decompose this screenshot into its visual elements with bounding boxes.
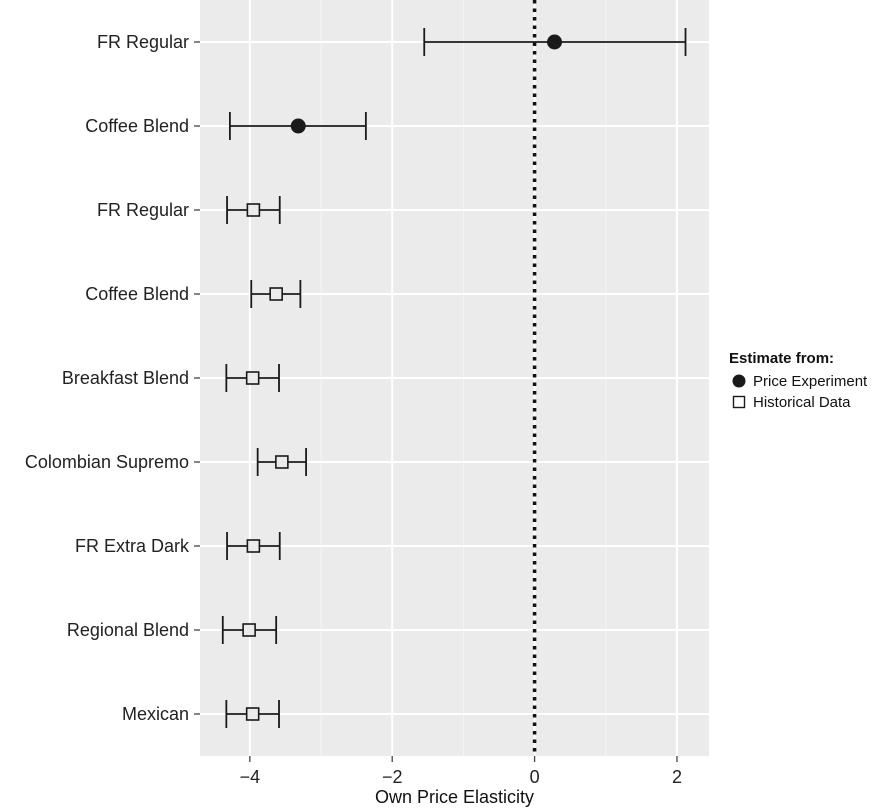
estimate-point-open-square <box>246 539 261 553</box>
estimate-point-open-square <box>245 707 260 721</box>
y-axis: FR Regular Coffee Blend FR Regular Coffee … <box>25 32 200 724</box>
estimate-point-open-square <box>246 203 261 217</box>
legend-key-open-square <box>732 395 746 409</box>
y-tick-label: FR Regular <box>97 32 189 52</box>
point-range <box>256 448 307 476</box>
y-tick-label: Regional Blend <box>67 620 189 640</box>
data-marks <box>221 28 687 728</box>
y-tick-label: Coffee Blend <box>85 284 189 304</box>
point-range <box>423 28 687 56</box>
legend-key-filled-circle <box>732 374 746 388</box>
legend-label: Price Experiment <box>753 373 868 390</box>
x-axis-title: Own Price Elasticity <box>375 787 534 807</box>
y-tick-label: Mexican <box>122 704 189 724</box>
x-tick-label: 2 <box>672 767 682 787</box>
y-tick-label: Coffee Blend <box>85 116 189 136</box>
y-tick-label: FR Extra Dark <box>75 536 190 556</box>
point-range <box>225 700 280 728</box>
point-range <box>221 616 278 644</box>
estimate-point-open-square <box>245 371 260 385</box>
x-axis: −4 −2 0 2 <box>240 756 682 787</box>
point-range <box>226 532 281 560</box>
estimate-point-filled-circle <box>547 34 563 50</box>
legend: Estimate from: Price Experiment Historica… <box>729 350 868 411</box>
y-tick-label: Colombian Supremo <box>25 452 189 472</box>
point-range <box>250 280 302 308</box>
x-tick-label: −2 <box>382 767 403 787</box>
y-tick-label: Breakfast Blend <box>62 368 189 388</box>
point-range <box>225 364 280 392</box>
y-tick-label: FR Regular <box>97 200 189 220</box>
estimate-point-open-square <box>242 623 256 637</box>
estimate-point-filled-circle <box>290 118 306 134</box>
estimate-point-open-square <box>269 287 283 301</box>
x-tick-label: −4 <box>240 767 261 787</box>
x-tick-label: 0 <box>530 767 540 787</box>
point-range <box>228 112 367 140</box>
point-range <box>226 196 281 224</box>
legend-title: Estimate from: <box>729 350 834 367</box>
legend-label: Historical Data <box>753 394 851 411</box>
estimate-point-open-square <box>275 455 289 469</box>
